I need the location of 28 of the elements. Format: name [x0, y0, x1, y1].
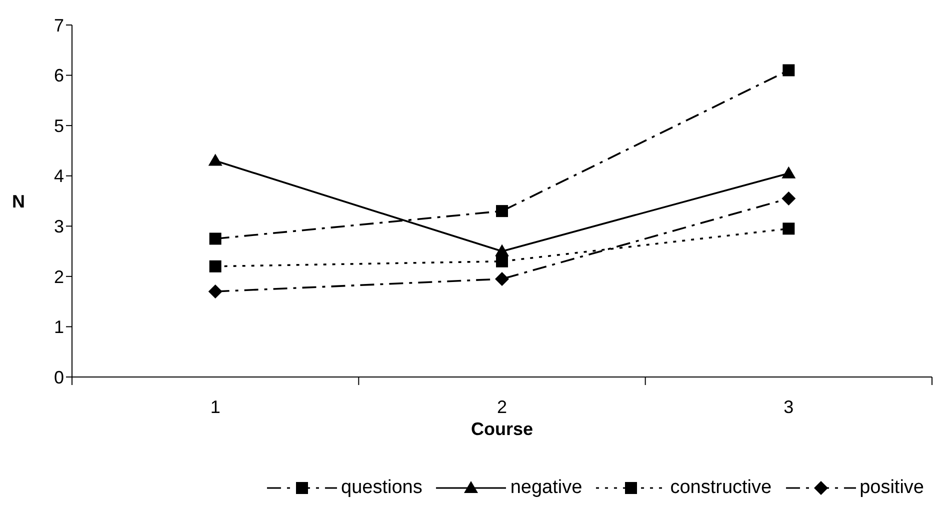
x-tick-label: 3: [784, 397, 794, 417]
y-tick-label: 0: [54, 367, 64, 388]
legend-label: negative: [510, 477, 582, 499]
y-tick-label: 1: [54, 317, 64, 338]
point: [782, 191, 796, 206]
point: [782, 222, 795, 235]
point: [496, 205, 508, 218]
point: [496, 255, 508, 268]
x-tick-label: 1: [210, 397, 220, 417]
point: [782, 64, 795, 76]
x-tick-label: 2: [496, 397, 508, 417]
y-tick-label: 4: [54, 166, 64, 186]
x-axis-title: Course: [470, 418, 534, 439]
point: [209, 232, 222, 245]
y-tick-label: 2: [54, 266, 64, 287]
point: [208, 284, 222, 299]
y-tick-label: 6: [54, 66, 64, 86]
point: [208, 154, 222, 166]
legend-label: questions: [341, 477, 422, 499]
point: [495, 272, 509, 286]
legend-label: positive: [860, 477, 924, 499]
legend-label: constructive: [670, 477, 772, 499]
y-tick-label: 3: [54, 216, 64, 237]
y-tick-label: 7: [54, 15, 64, 36]
point: [782, 166, 796, 178]
point: [209, 260, 222, 272]
y-tick-label: 5: [54, 116, 64, 136]
y-axis-title: N: [12, 191, 25, 212]
